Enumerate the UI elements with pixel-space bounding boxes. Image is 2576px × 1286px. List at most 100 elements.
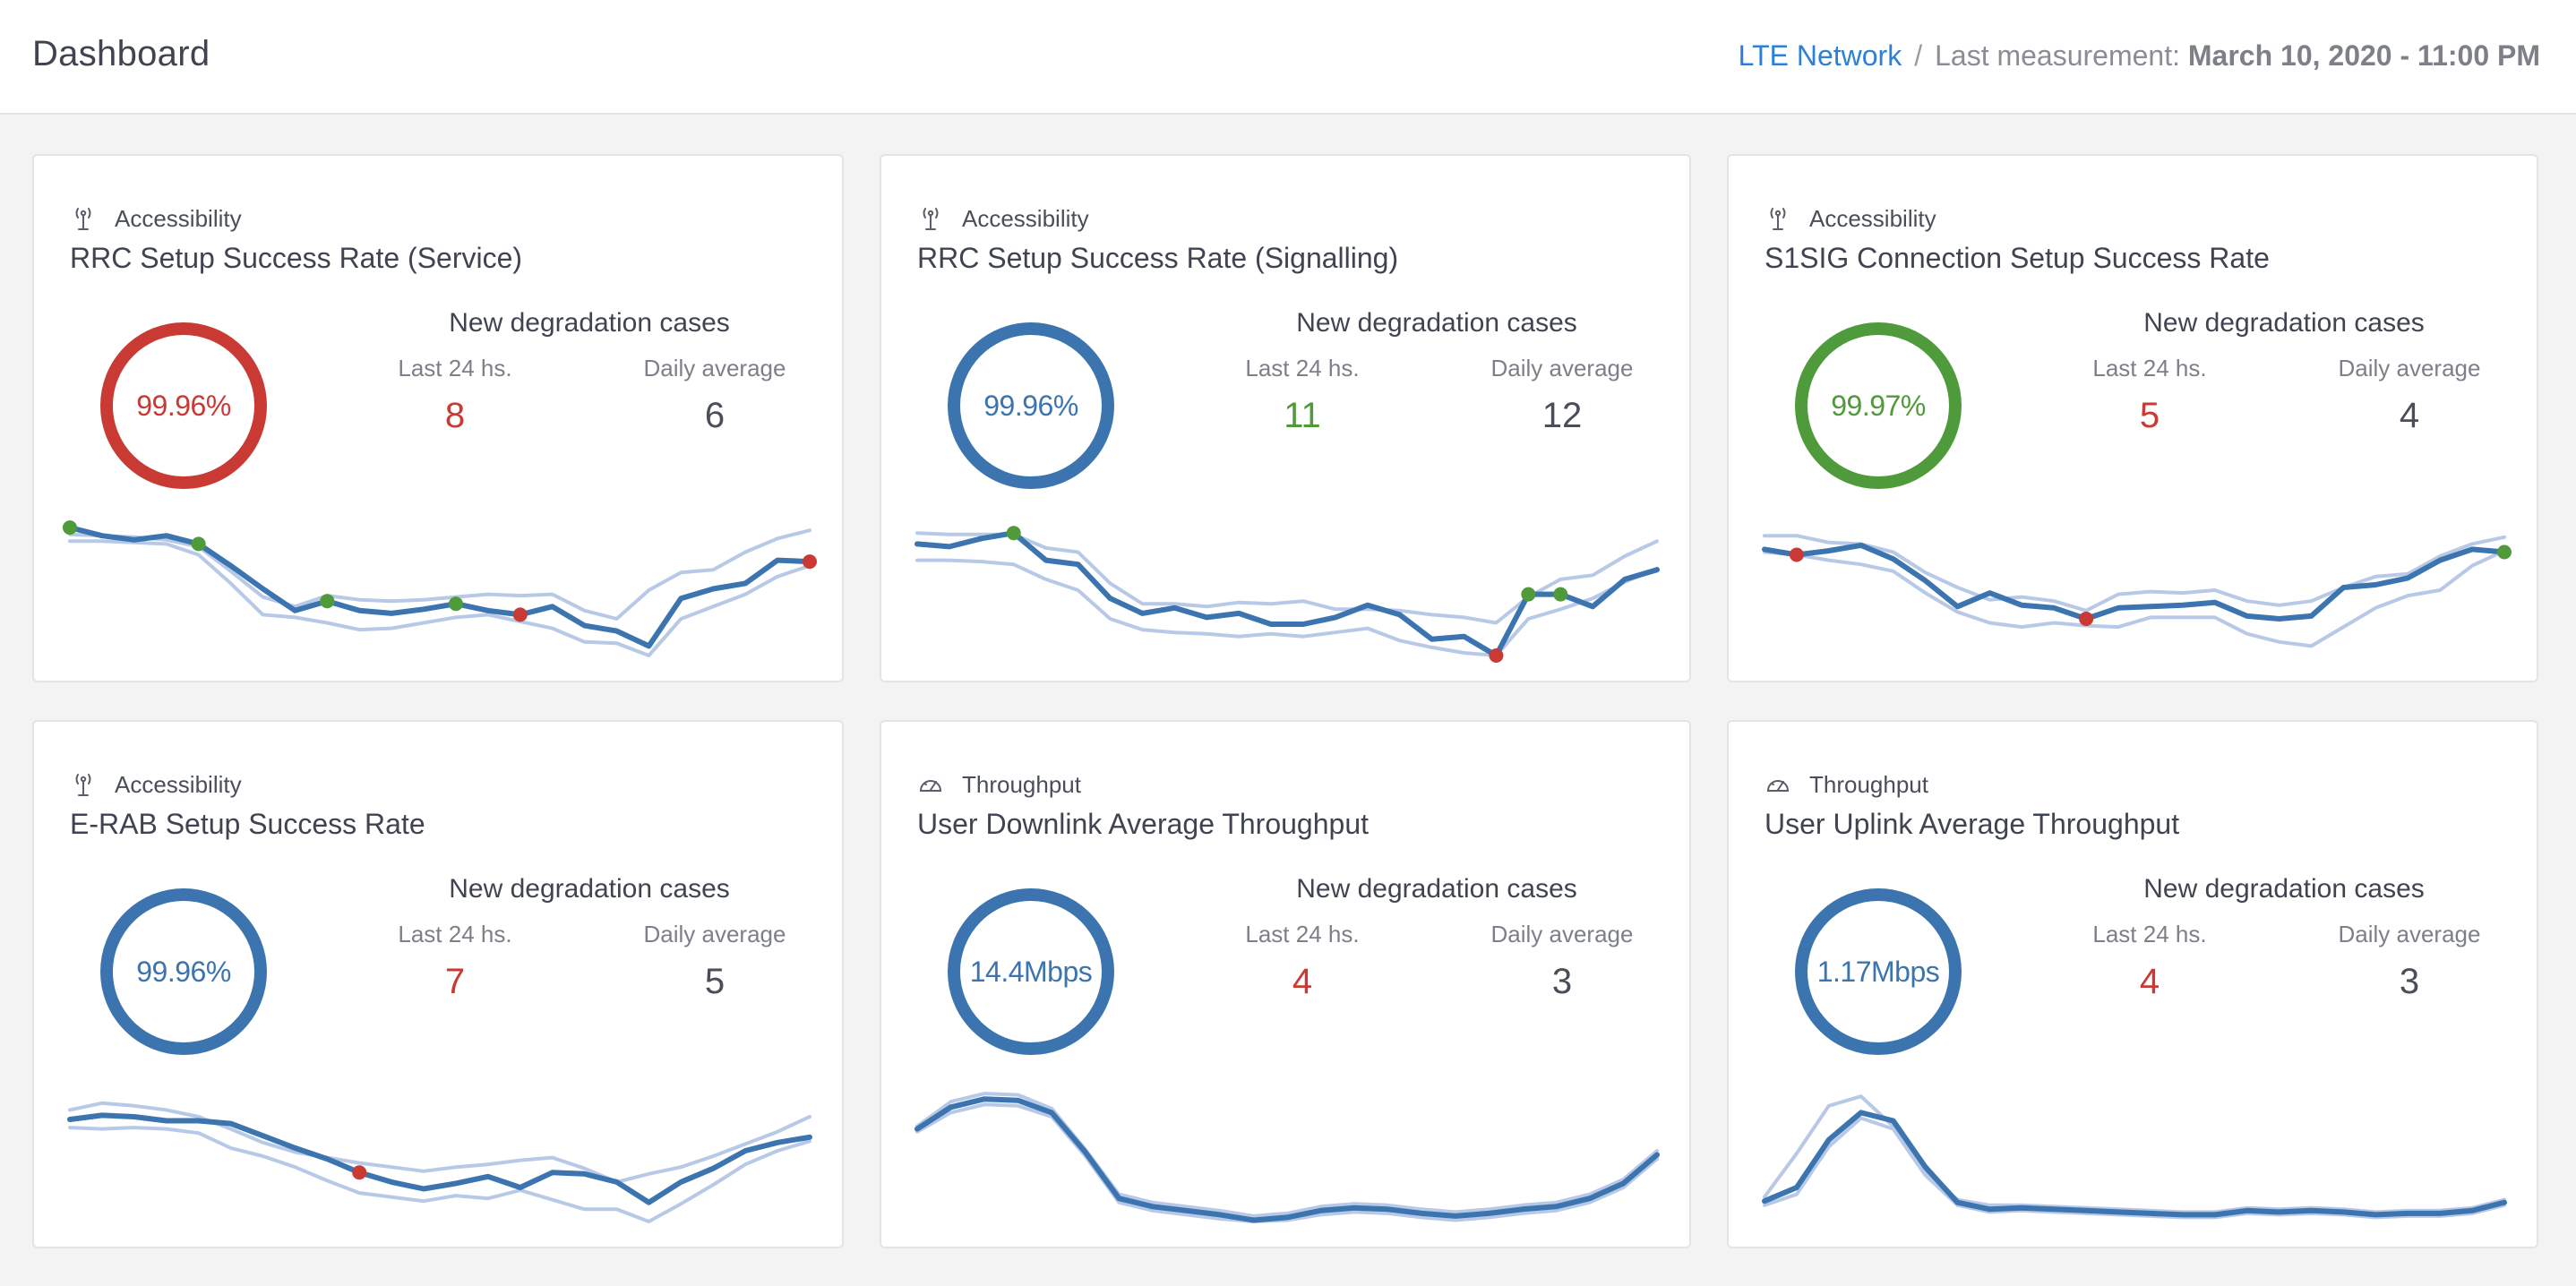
degradation-marker[interactable]: [1789, 547, 1804, 562]
category-label: Throughput: [962, 770, 1081, 798]
kpi-donut: 99.96%: [100, 888, 267, 1055]
antenna-icon: [917, 205, 944, 232]
recovery-marker[interactable]: [1553, 587, 1568, 602]
sparkline-upper-band: [1763, 534, 2506, 613]
antenna-icon: [70, 771, 97, 798]
sparkline-lower-band: [915, 1102, 1659, 1223]
category-row: Throughput: [917, 768, 1081, 801]
sparkline-series: [67, 1112, 812, 1205]
sparkline-upper-band: [915, 1092, 1659, 1218]
last24-count: 4: [1292, 962, 1313, 1001]
degradation-heading: New degradation cases: [449, 874, 730, 904]
breadcrumb-separator: /: [1914, 39, 1923, 72]
kpi-value: 99.96%: [136, 955, 231, 988]
antenna-icon: [1765, 205, 1791, 232]
kpi-value: 14.4Mbps: [969, 955, 1093, 988]
recovery-marker[interactable]: [191, 536, 206, 552]
recovery-marker[interactable]: [2497, 544, 2512, 560]
last24-label: Last 24 hs.: [398, 355, 512, 382]
recovery-marker[interactable]: [1006, 526, 1021, 541]
top-bar: Dashboard LTE Network / Last measurement: …: [0, 0, 2576, 115]
daily-average-label: Daily average: [1490, 355, 1634, 382]
kpi-sparkline: [1762, 1094, 2507, 1220]
kpi-title[interactable]: S1SIG Connection Setup Success Rate: [1765, 242, 2270, 274]
sparkline-lower-band: [1763, 1116, 2506, 1220]
daily-average-label: Daily average: [643, 921, 786, 947]
category-row: Accessibility: [70, 202, 242, 235]
degradation-marker[interactable]: [2079, 611, 2094, 626]
kpi-card[interactable]: Accessibility S1SIG Connection Setup Succ…: [1727, 154, 2538, 682]
category-row: Accessibility: [1765, 202, 1936, 235]
antenna-icon: [70, 205, 97, 232]
kpi-value: 99.96%: [136, 389, 231, 422]
category-label: Accessibility: [115, 770, 242, 798]
daily-average-label: Daily average: [2338, 355, 2481, 382]
kpi-title[interactable]: User Uplink Average Throughput: [1765, 808, 2180, 840]
degradation-heading: New degradation cases: [449, 308, 730, 338]
degradation-heading: New degradation cases: [2143, 874, 2425, 904]
degradation-marker[interactable]: [1489, 648, 1504, 663]
sparkline-lower-band: [915, 558, 1659, 657]
last24-count: 4: [2139, 962, 2160, 1001]
page-title: Dashboard: [32, 34, 210, 73]
kpi-donut: 99.96%: [100, 322, 267, 489]
kpi-donut: 99.97%: [1795, 322, 1962, 489]
sparkline-series: [1762, 542, 2507, 622]
kpi-card[interactable]: Accessibility E-RAB Setup Success Rate 99.…: [32, 720, 844, 1248]
degradation-marker[interactable]: [352, 1165, 367, 1180]
sparkline-series: [914, 1096, 1660, 1223]
kpi-title[interactable]: User Downlink Average Throughput: [917, 808, 1369, 840]
last24-label: Last 24 hs.: [1245, 355, 1360, 382]
last24-count: 11: [1284, 396, 1321, 435]
kpi-value: 99.97%: [1831, 389, 1926, 422]
category-label: Throughput: [1809, 770, 1928, 798]
daily-average-label: Daily average: [643, 355, 786, 382]
recovery-marker[interactable]: [1521, 587, 1536, 602]
sparkline-lower-band: [68, 539, 811, 657]
kpi-card[interactable]: Accessibility RRC Setup Success Rate (Ser…: [32, 154, 844, 682]
degradation-marker[interactable]: [803, 554, 817, 570]
last24-count: 7: [444, 962, 466, 1001]
kpi-card[interactable]: Accessibility RRC Setup Success Rate (Sig…: [880, 154, 1691, 682]
degradation-heading: New degradation cases: [1296, 308, 1577, 338]
daily-average-count: 6: [704, 396, 726, 435]
kpi-card[interactable]: Throughput User Uplink Average Throughput…: [1727, 720, 2538, 1248]
last24-label: Last 24 hs.: [2092, 921, 2207, 947]
degradation-heading: New degradation cases: [1296, 874, 1577, 904]
recovery-marker[interactable]: [448, 596, 463, 612]
category-label: Accessibility: [1809, 204, 1936, 232]
sparkline-lower-band: [68, 1126, 811, 1223]
kpi-sparkline: [914, 526, 1660, 663]
sparkline-lower-band: [1763, 549, 2506, 648]
kpi-donut: 1.17Mbps: [1795, 888, 1962, 1055]
recovery-marker[interactable]: [320, 594, 335, 609]
last24-count: 5: [2139, 396, 2160, 435]
last24-label: Last 24 hs.: [2092, 355, 2207, 382]
daily-average-count: 3: [1551, 962, 1573, 1001]
daily-average-label: Daily average: [1490, 921, 1634, 947]
daily-average-count: 12: [1541, 396, 1583, 435]
degradation-marker[interactable]: [512, 607, 528, 622]
category-row: Throughput: [1765, 768, 1928, 801]
kpi-donut: 99.96%: [948, 322, 1114, 489]
category-label: Accessibility: [115, 204, 242, 232]
daily-average-count: 3: [2399, 962, 2420, 1001]
sparkline-series: [67, 525, 812, 649]
speedometer-icon: [1765, 771, 1791, 798]
kpi-title[interactable]: RRC Setup Success Rate (Service): [70, 242, 523, 274]
last24-count: 8: [444, 396, 466, 435]
last24-label: Last 24 hs.: [1245, 921, 1360, 947]
daily-average-count: 5: [704, 962, 726, 1001]
degradation-heading: New degradation cases: [2143, 308, 2425, 338]
daily-average-label: Daily average: [2338, 921, 2481, 947]
sparkline-series: [1762, 1110, 2507, 1218]
kpi-value: 1.17Mbps: [1816, 955, 1940, 988]
category-row: Accessibility: [917, 202, 1089, 235]
category-row: Accessibility: [70, 768, 242, 801]
daily-average-count: 4: [2399, 396, 2420, 435]
network-link[interactable]: LTE Network: [1738, 39, 1902, 72]
kpi-title[interactable]: E-RAB Setup Success Rate: [70, 808, 425, 840]
recovery-marker[interactable]: [63, 520, 77, 536]
kpi-card[interactable]: Throughput User Downlink Average Throughp…: [880, 720, 1691, 1248]
kpi-title[interactable]: RRC Setup Success Rate (Signalling): [917, 242, 1399, 274]
